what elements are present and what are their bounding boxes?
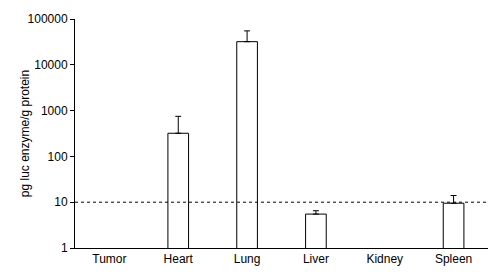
svg-text:1: 1: [61, 241, 68, 255]
svg-text:Lung: Lung: [234, 252, 261, 266]
svg-text:Kidney: Kidney: [366, 252, 403, 266]
svg-text:100: 100: [48, 150, 68, 164]
svg-text:100000: 100000: [28, 12, 68, 26]
svg-text:Liver: Liver: [303, 252, 329, 266]
svg-text:Tumor: Tumor: [92, 252, 126, 266]
svg-text:Heart: Heart: [164, 252, 194, 266]
svg-text:pg luc enzyme/g protein: pg luc enzyme/g protein: [18, 70, 32, 197]
svg-text:Spleen: Spleen: [435, 252, 472, 266]
svg-text:10: 10: [54, 195, 68, 209]
svg-text:10000: 10000: [34, 58, 68, 72]
svg-text:1000: 1000: [41, 104, 68, 118]
